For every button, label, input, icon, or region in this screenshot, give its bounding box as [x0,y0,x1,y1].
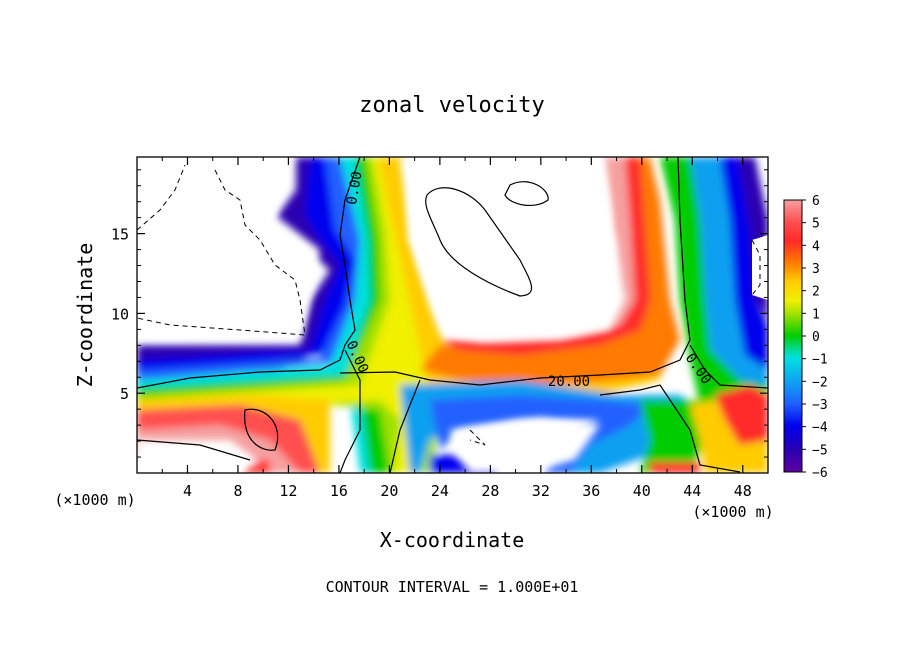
x-axis-title: X-coordinate [380,528,525,552]
colorbar-tick-label: 6 [812,194,820,209]
colorbar-tick-label: 0 [812,330,820,345]
y-axis-title: Z-coordinate [73,243,97,388]
contour-lines [137,157,768,473]
x-tick-label: 36 [582,482,600,500]
colorbar-tick-label: 3 [812,262,820,277]
x-unit-label-right: (×1000 m) [692,503,773,521]
colorbar-tick-label: 1 [812,307,820,322]
x-tick-label: 40 [633,482,651,500]
plot-frame [136,156,769,474]
colorbar-ticks: 6 5 4 3 2 1 0 −1 −2 −3 −4 −5 −6 [802,194,828,481]
x-tick-label: 48 [734,482,752,500]
colorbar-tick-label: −4 [812,421,828,436]
y-axis: 5 10 15 [111,169,768,458]
x-tick-label: 28 [481,482,499,500]
colorbar-tick-label: −2 [812,375,828,390]
heatmap-field [137,157,768,473]
colorbar-tick-label: −3 [812,398,828,413]
contour-lines-negative [137,164,761,446]
contour-label: 0.00 [344,170,366,206]
y-tick-label: 10 [111,305,129,323]
colorbar-tick-label: −5 [812,443,828,458]
x-tick-label: 44 [683,482,701,500]
x-tick-label: 16 [330,482,348,500]
x-tick-label: 12 [279,482,297,500]
x-tick-label: 20 [380,482,398,500]
colorbar-tick-label: 2 [812,285,820,300]
x-tick-label: 24 [431,482,449,500]
x-tick-label: 8 [233,482,242,500]
colorbar-tick-label: −1 [812,353,828,368]
x-tick-label: 32 [532,482,550,500]
x-unit-label-left: (×1000 m) [54,491,135,509]
chart-title: zonal velocity [359,93,544,118]
x-axis: 4 8 12 16 20 24 28 32 36 40 44 48 [161,157,752,500]
colorbar-tick-label: 5 [812,217,820,232]
y-tick-label: 15 [111,226,129,244]
x-tick-label: 4 [183,482,192,500]
colorbar [783,199,803,473]
y-tick-label: 5 [120,385,129,403]
contour-label: 20.00 [548,374,590,390]
colorbar-tick-label: 4 [812,239,820,254]
contour-interval-note: CONTOUR INTERVAL = 1.000E+01 [326,578,579,596]
colorbar-tick-label: −6 [812,466,828,481]
